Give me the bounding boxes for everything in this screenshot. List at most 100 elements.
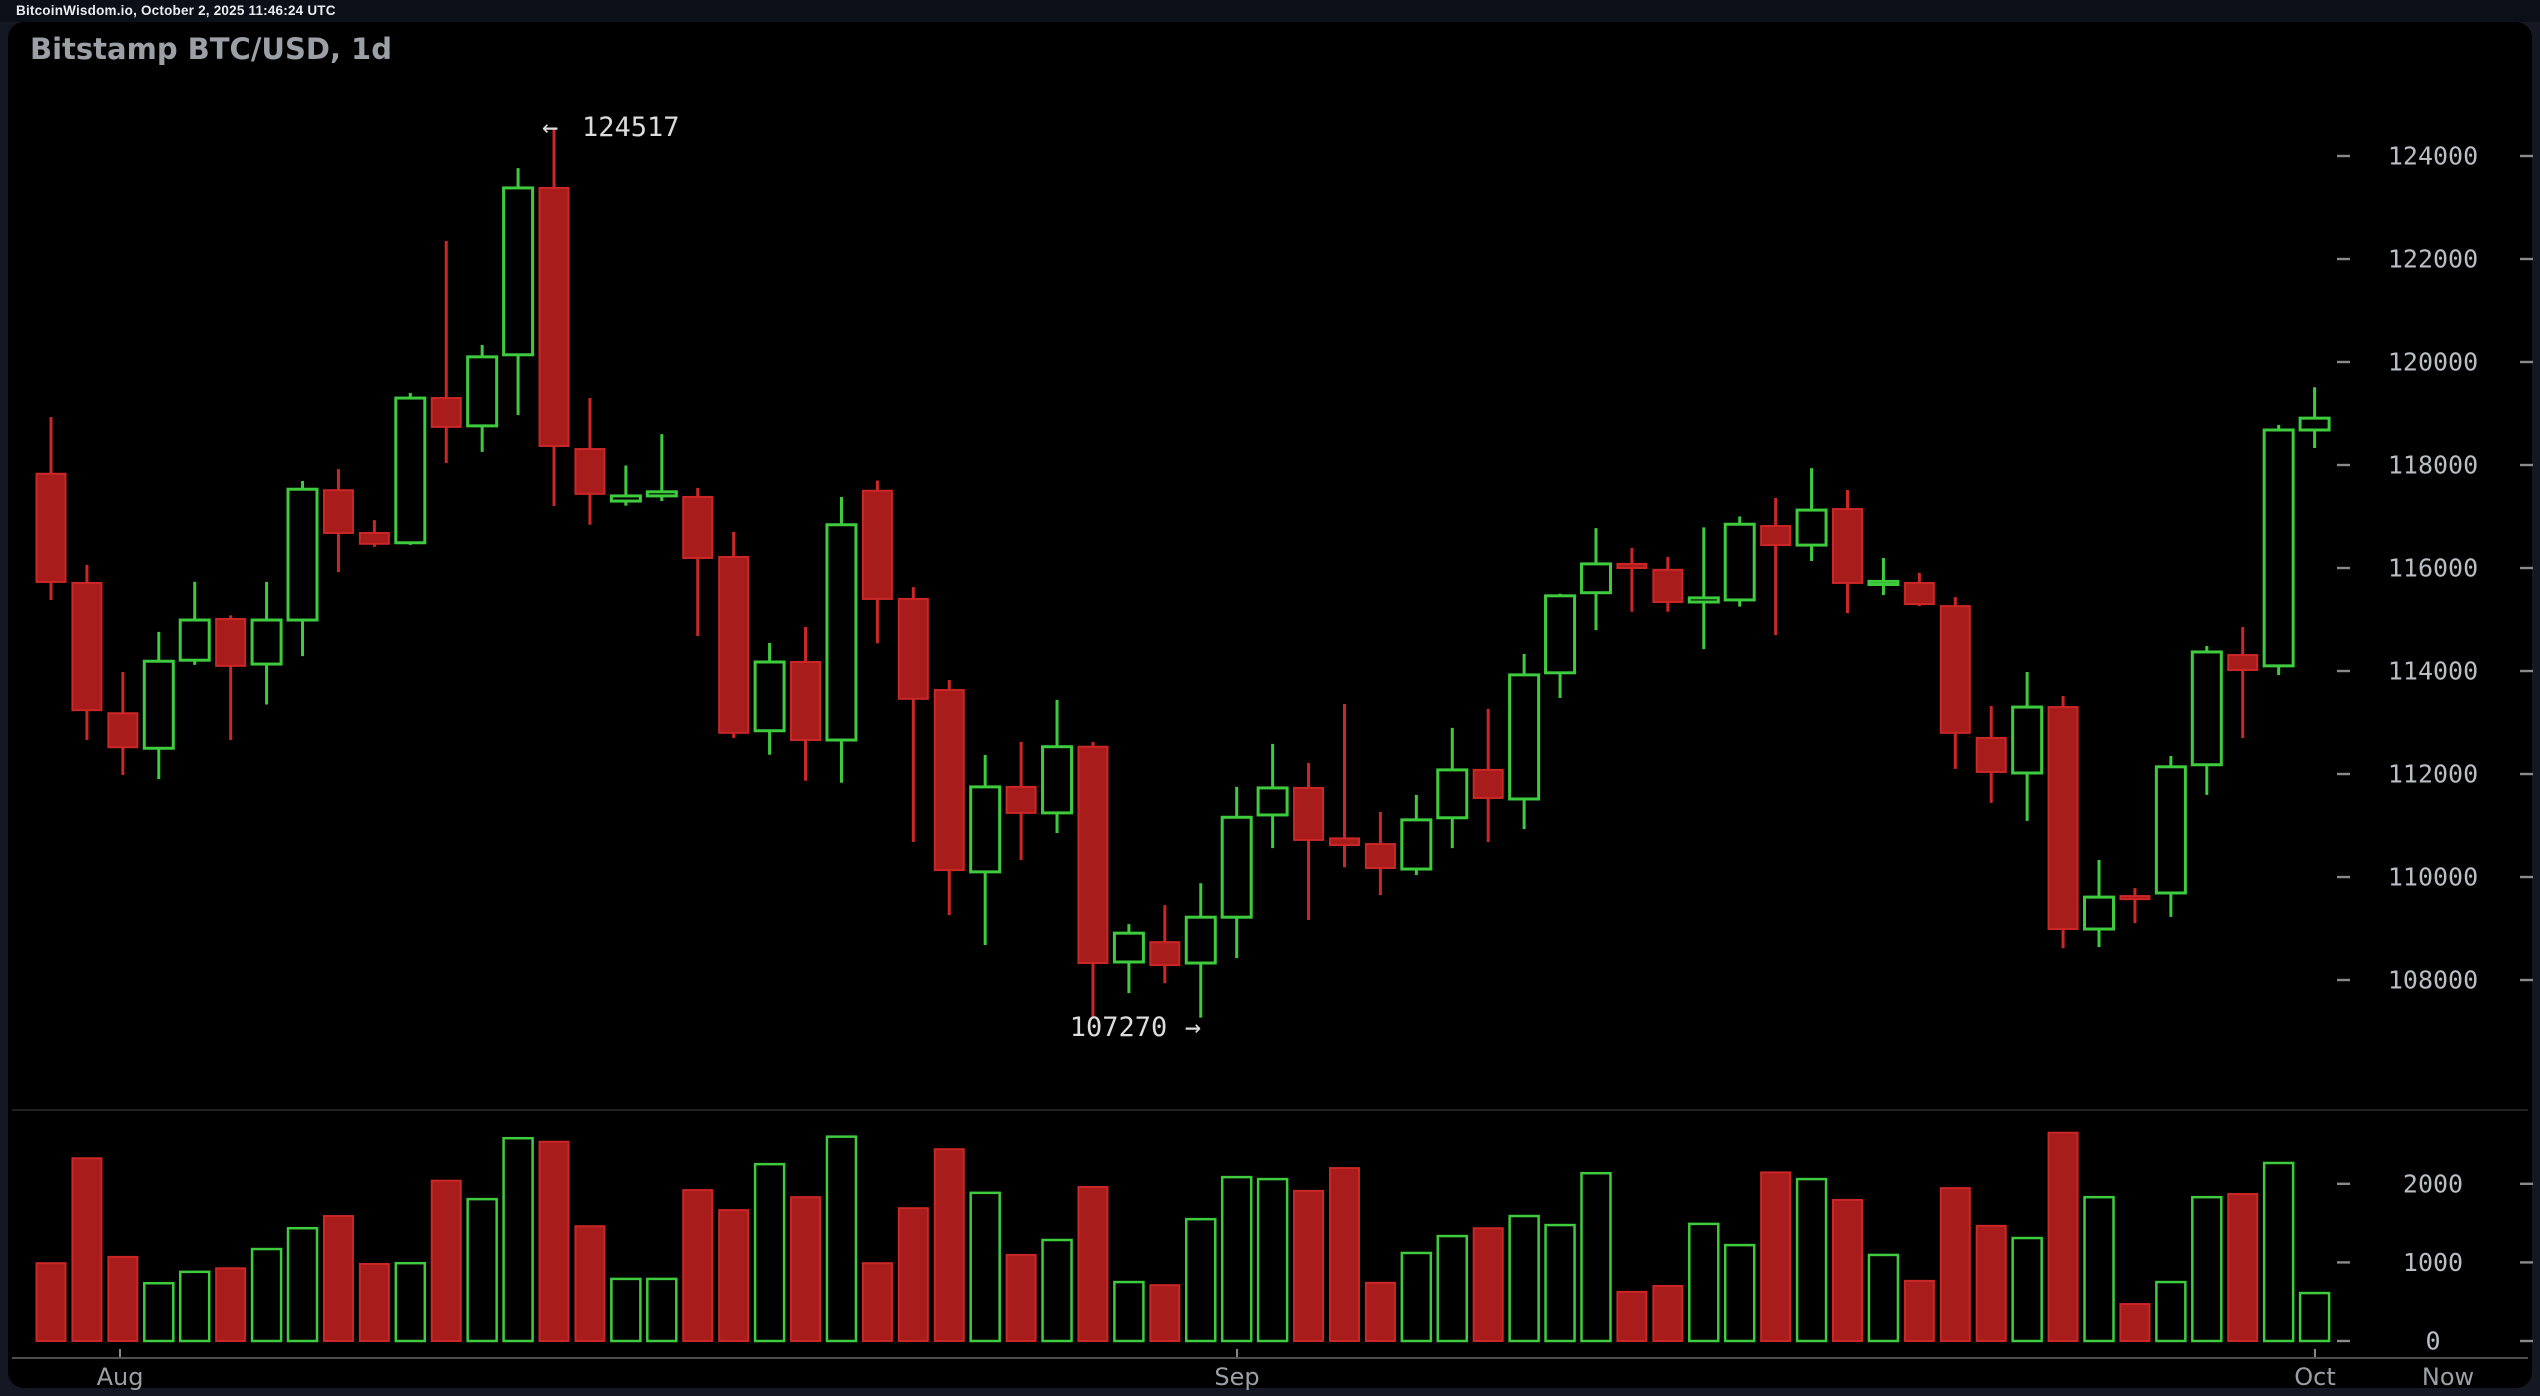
volume-axis-tick bbox=[2337, 1261, 2350, 1264]
price-axis-label: 112000 bbox=[2388, 760, 2478, 789]
candle-body-up bbox=[2154, 765, 2187, 895]
high-annotation-arrow: ← bbox=[542, 112, 558, 143]
price-axis-tick bbox=[2520, 154, 2533, 158]
candle-body-up bbox=[394, 396, 427, 545]
candle-body-down bbox=[35, 472, 67, 583]
volume-bar-down bbox=[897, 1207, 929, 1342]
candle-body-up bbox=[1544, 594, 1577, 675]
candle-body-down bbox=[1903, 581, 1935, 606]
month-label-sep: Sep bbox=[1214, 1363, 1259, 1391]
candle-body-up bbox=[1687, 596, 1720, 604]
volume-bar-down bbox=[1149, 1284, 1181, 1343]
price-axis-label: 108000 bbox=[2388, 966, 2478, 995]
candle-body-down bbox=[1077, 745, 1109, 965]
candle-body-up bbox=[1256, 786, 1289, 817]
candle-body-up bbox=[1723, 522, 1756, 602]
candle-body-up bbox=[1041, 745, 1074, 815]
volume-bar-down bbox=[2047, 1131, 2079, 1343]
header-status-text: BitcoinWisdom.io, October 2, 2025 11:46:… bbox=[16, 3, 336, 18]
volume-bar-down bbox=[2227, 1193, 2259, 1343]
high-annotation-value: 124517 bbox=[582, 112, 680, 143]
candle-body-up bbox=[2083, 895, 2116, 931]
candle-body-down bbox=[1472, 768, 1504, 799]
volume-bar-up bbox=[2298, 1291, 2331, 1343]
candle-body-up bbox=[2190, 650, 2223, 767]
price-axis-tick bbox=[2520, 257, 2533, 261]
price-axis-tick bbox=[2337, 257, 2350, 261]
volume-bar-down bbox=[790, 1196, 822, 1343]
volume-bar-up bbox=[1185, 1217, 1217, 1343]
volume-bar-up bbox=[1508, 1214, 1540, 1343]
candle-body-down bbox=[682, 495, 714, 559]
price-axis-tick bbox=[2337, 669, 2350, 673]
month-label-aug: Aug bbox=[97, 1363, 144, 1391]
price-axis-label: 120000 bbox=[2388, 348, 2478, 377]
volume-axis-tick bbox=[2520, 1182, 2533, 1186]
volume-bar-down bbox=[35, 1262, 67, 1342]
candle-body-down bbox=[933, 689, 965, 872]
volume-bar-up bbox=[143, 1281, 175, 1343]
candle-body-down bbox=[1616, 562, 1648, 570]
volume-bar-down bbox=[322, 1215, 354, 1342]
volume-bar-down bbox=[1364, 1281, 1396, 1343]
candle-body-down bbox=[718, 555, 750, 734]
volume-bar-down bbox=[215, 1267, 247, 1342]
candle-body-down bbox=[1005, 785, 1037, 814]
volume-bar-down bbox=[1832, 1198, 1863, 1342]
volume-bar-up bbox=[610, 1277, 642, 1343]
volume-bar-up bbox=[2083, 1195, 2115, 1343]
candle-body-down bbox=[358, 531, 390, 545]
volume-bar-down bbox=[1975, 1224, 2007, 1343]
candle-body-down bbox=[1364, 843, 1396, 870]
volume-bar-down bbox=[1077, 1185, 1109, 1342]
volume-bar-down bbox=[107, 1255, 139, 1343]
candle-body-down bbox=[215, 617, 247, 667]
volume-bar-up bbox=[2011, 1236, 2043, 1343]
month-label-oct: Oct bbox=[2294, 1363, 2336, 1391]
volume-bar-down bbox=[1903, 1279, 1935, 1343]
volume-bar-up bbox=[1113, 1280, 1145, 1343]
volume-bar-up bbox=[394, 1261, 427, 1343]
volume-bar-up bbox=[2155, 1280, 2187, 1343]
volume-bar-up bbox=[1400, 1251, 1433, 1343]
volume-axis-label: 1000 bbox=[2403, 1248, 2463, 1277]
volume-bar-down bbox=[682, 1189, 714, 1342]
low-annotation-value: 107270 bbox=[1070, 1012, 1168, 1043]
price-axis-tick bbox=[2520, 360, 2533, 364]
candle-body-up bbox=[969, 785, 1002, 874]
volume-bar-down bbox=[430, 1179, 462, 1342]
volume-axis-tick bbox=[2520, 1339, 2533, 1343]
candle-body-up bbox=[250, 618, 283, 666]
candle-body-up bbox=[502, 186, 535, 357]
candle-body-up bbox=[2262, 428, 2295, 668]
volume-bar-down bbox=[1328, 1167, 1360, 1343]
volume-bar-down bbox=[1293, 1189, 1325, 1342]
price-axis-label: 124000 bbox=[2388, 142, 2478, 171]
candle-body-up bbox=[466, 355, 499, 428]
volume-bar-down bbox=[1616, 1290, 1648, 1342]
price-axis-label: 122000 bbox=[2388, 245, 2478, 274]
low-annotation-arrow: → bbox=[1185, 1012, 1201, 1043]
volume-bar-up bbox=[502, 1136, 534, 1343]
header-bar: BitcoinWisdom.io, October 2, 2025 11:46:… bbox=[0, 0, 2540, 22]
chart-title: Bitstamp BTC/USD, 1d bbox=[30, 32, 392, 66]
volume-bar-down bbox=[2119, 1303, 2151, 1343]
candle-body-down bbox=[322, 489, 354, 534]
chart-panel bbox=[8, 22, 2532, 1388]
candle-body-down bbox=[574, 448, 606, 495]
candle-body-up bbox=[1436, 768, 1469, 820]
candle-body-down bbox=[1939, 605, 1971, 734]
candle-body-down bbox=[1832, 508, 1863, 584]
volume-axis-tick bbox=[2337, 1339, 2350, 1343]
candle-body-up bbox=[1795, 508, 1828, 547]
candle-body-up bbox=[609, 494, 642, 503]
candle-body-down bbox=[1975, 736, 2007, 773]
price-axis-label: 116000 bbox=[2388, 554, 2478, 583]
candle-body-down bbox=[897, 597, 929, 700]
price-axis-tick bbox=[2520, 978, 2533, 982]
volume-axis-label: 2000 bbox=[2403, 1169, 2463, 1198]
volume-bar-down bbox=[538, 1140, 570, 1342]
candle-body-down bbox=[1760, 525, 1792, 547]
volume-bar-down bbox=[71, 1157, 103, 1343]
